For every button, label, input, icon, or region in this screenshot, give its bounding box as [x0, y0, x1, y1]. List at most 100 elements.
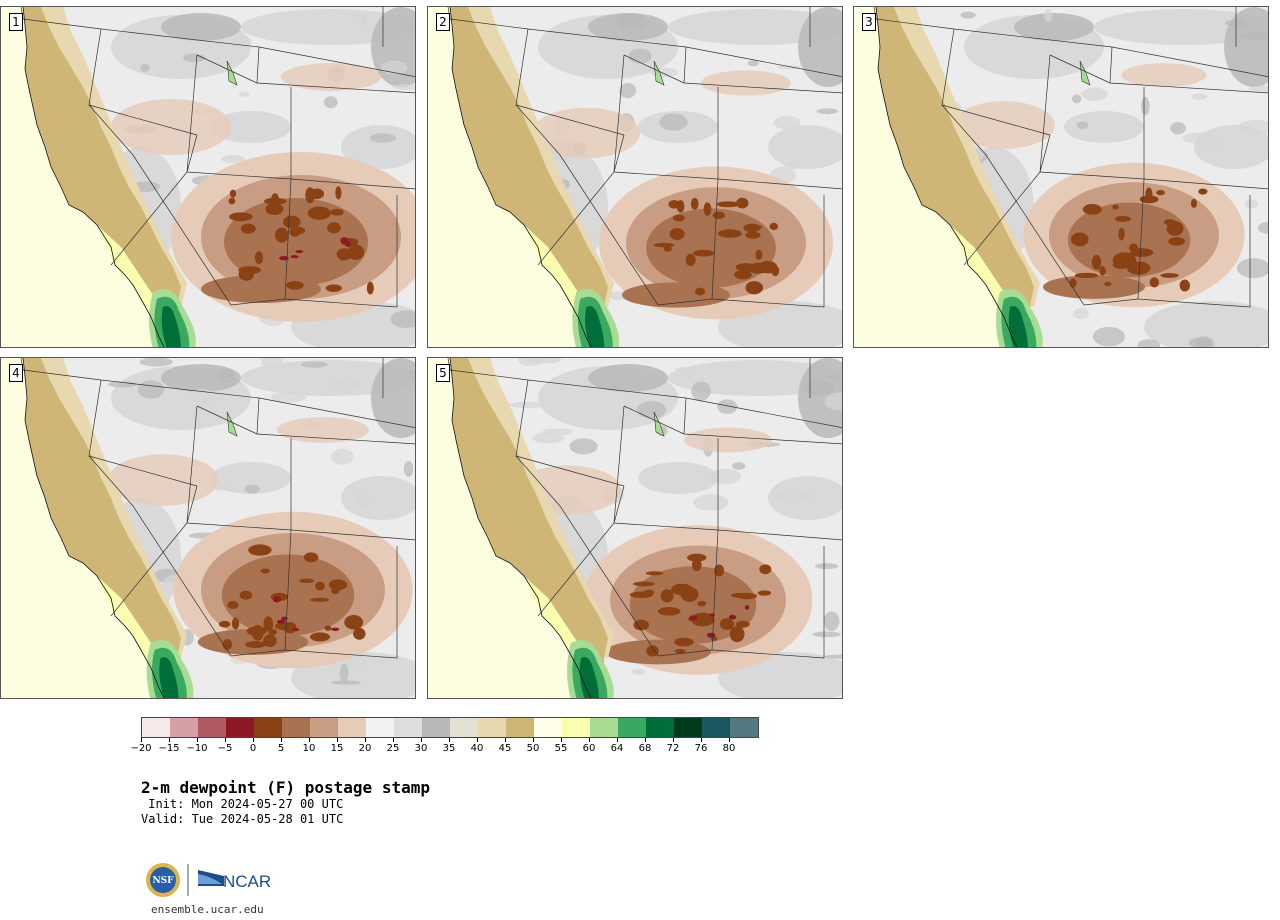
- dewpoint-contour: [1071, 94, 1082, 104]
- dewpoint-contour: [325, 284, 342, 292]
- great-salt-lake: [1079, 60, 1091, 86]
- dewpoint-contour: [693, 494, 729, 511]
- dewpoint-contour: [732, 462, 746, 470]
- dewpoint-contour: [107, 454, 219, 506]
- dewpoint-contour: [701, 70, 791, 96]
- panel-label: 5: [436, 364, 450, 382]
- dewpoint-contour: [281, 63, 381, 91]
- dewpoint-contour: [276, 619, 286, 624]
- state-boundary: [537, 522, 615, 617]
- dewpoint-contour: [784, 161, 801, 170]
- dewpoint-contour: [1072, 308, 1089, 320]
- dewpoint-contour: [323, 96, 338, 109]
- dewpoint-contour: [894, 7, 1040, 307]
- dewpoint-contour: [1170, 122, 1186, 135]
- great-salt-lake: [653, 60, 665, 86]
- colorbar-tick-mark: [449, 738, 450, 742]
- dewpoint-contour: [335, 186, 342, 200]
- dewpoint-contour: [755, 249, 763, 261]
- dewpoint-contour: [241, 9, 415, 45]
- dewpoint-contour: [1239, 31, 1268, 41]
- dewpoint-contour: [283, 215, 301, 229]
- dewpoint-contour: [315, 581, 325, 591]
- state-boundary: [284, 87, 292, 300]
- dewpoint-contour: [776, 65, 801, 70]
- dewpoint-contour: [331, 627, 340, 631]
- state-boundary: [22, 18, 415, 77]
- dewpoint-contour: [717, 399, 738, 415]
- state-boundary: [623, 54, 685, 84]
- dewpoint-contour: [745, 231, 761, 239]
- dewpoint-contour: [290, 226, 306, 235]
- dry-region: [532, 70, 833, 320]
- dewpoint-contour: [221, 155, 246, 164]
- great-salt-lake: [226, 411, 238, 437]
- dewpoint-contour: [201, 275, 321, 303]
- dewpoint-contour: [1099, 265, 1106, 276]
- dewpoint-contour: [468, 358, 614, 658]
- dewpoint-contour: [1092, 326, 1126, 347]
- dewpoint-contour: [588, 364, 668, 392]
- state-boundary: [196, 405, 258, 435]
- dewpoint-contour: [211, 462, 291, 494]
- dewpoint-contour: [227, 600, 239, 610]
- dewpoint-contour: [366, 281, 374, 295]
- dewpoint-contour: [684, 427, 772, 453]
- dewpoint-contour: [674, 637, 694, 647]
- logos: NSF NCAR: [146, 863, 271, 897]
- dewpoint-contour: [1014, 13, 1094, 41]
- dewpoint-contour: [1141, 96, 1150, 116]
- colorbar-tick-mark: [309, 738, 310, 742]
- dewpoint-contour: [736, 197, 749, 209]
- dewpoint-contour: [23, 358, 181, 698]
- dewpoint-contour: [450, 7, 608, 347]
- dewpoint-contour: [1144, 301, 1268, 347]
- dewpoint-contour: [238, 91, 250, 97]
- dewpoint-contour: [309, 188, 325, 200]
- dewpoint-contour: [241, 360, 415, 396]
- dewpoint-contour: [380, 60, 408, 75]
- colorbar-cell: [226, 718, 254, 737]
- colorbar-tick-mark: [617, 738, 618, 742]
- coastline: [22, 358, 165, 698]
- dewpoint-contour: [295, 250, 304, 254]
- dewpoint-contour: [744, 605, 750, 610]
- dewpoint-contour: [638, 462, 718, 494]
- nsf-logo: NSF: [146, 863, 180, 897]
- dewpoint-contour: [208, 486, 238, 491]
- dewpoint-contour: [450, 358, 608, 698]
- state-boundary: [711, 546, 825, 659]
- dewpoint-contour: [1112, 260, 1130, 270]
- colorbar-tick-label: 72: [666, 743, 680, 754]
- ocean: [1, 358, 164, 698]
- dewpoint-contour: [111, 99, 231, 155]
- dewpoint-contour: [1182, 132, 1218, 144]
- dewpoint-contour: [392, 84, 415, 90]
- dewpoint-contour: [279, 255, 289, 261]
- dewpoint-contour: [1238, 119, 1268, 135]
- dewpoint-contour: [299, 578, 315, 584]
- dewpoint-contour: [41, 7, 187, 307]
- colorbar-tick-label: 0: [249, 743, 257, 754]
- dry-region: [107, 417, 413, 669]
- dewpoint-contour: [211, 111, 291, 143]
- state-boundary: [284, 195, 398, 308]
- colorbar-tick-label: 45: [498, 743, 512, 754]
- dewpoint-contour: [328, 579, 348, 591]
- colorbar-cell: [478, 718, 506, 737]
- colorbar-tick-label: 40: [470, 743, 484, 754]
- colorbar-tick-mark: [729, 738, 730, 742]
- dewpoint-contour: [41, 358, 187, 658]
- state-boundary: [1049, 54, 1111, 84]
- dewpoint-contour: [272, 596, 281, 603]
- state-boundary: [88, 455, 198, 487]
- dewpoint-contour: [327, 222, 341, 234]
- colorbar-tick-mark: [225, 738, 226, 742]
- great-salt-lake: [653, 411, 665, 437]
- dewpoint-contour: [1198, 188, 1208, 195]
- dewpoint-contour: [1081, 87, 1108, 101]
- dewpoint-contour: [823, 611, 840, 632]
- dry-region: [953, 63, 1245, 308]
- dewpoint-contour: [159, 657, 179, 698]
- dewpoint-contour: [1118, 227, 1125, 241]
